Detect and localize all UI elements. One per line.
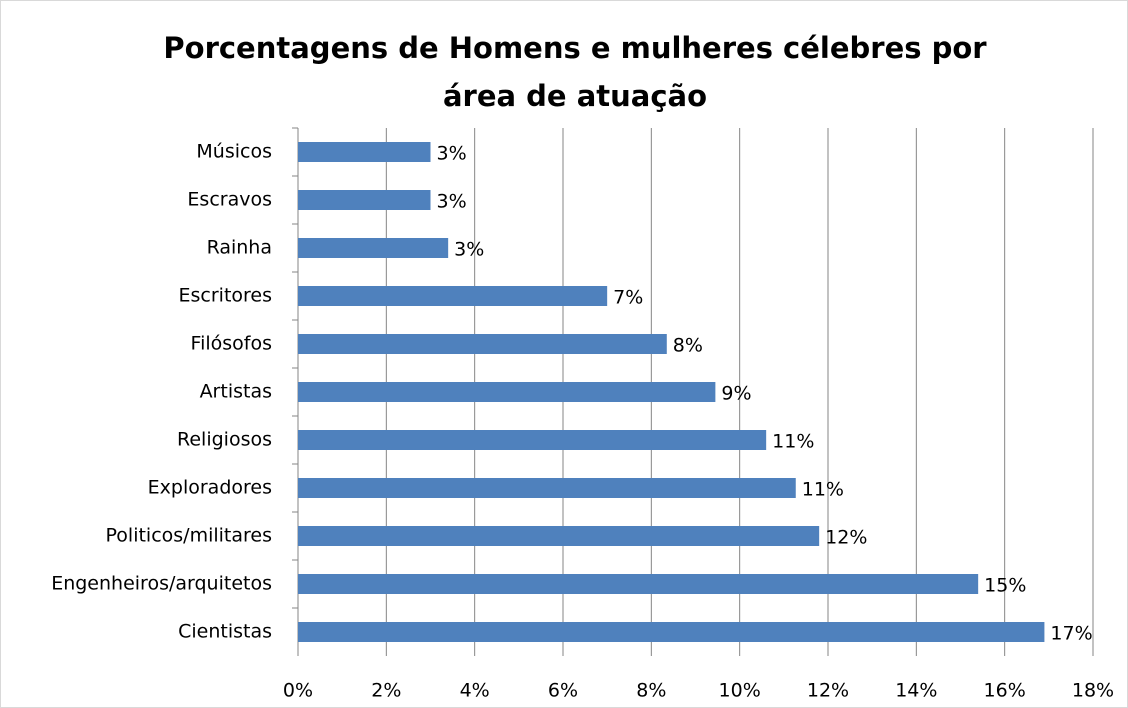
data-label: 3% [454, 239, 484, 261]
x-tick-label: 8% [636, 680, 666, 702]
y-tick-label: Engenheiros/arquitetos [51, 573, 272, 595]
data-label: 11% [772, 431, 814, 453]
x-tick-label: 16% [984, 680, 1026, 702]
x-tick-label: 6% [548, 680, 578, 702]
x-tick-label: 18% [1072, 680, 1114, 702]
bar [298, 574, 979, 594]
bar [298, 334, 667, 354]
y-tick-label: Escravos [187, 189, 272, 211]
y-tick-label: Rainha [207, 237, 272, 259]
data-label: 9% [721, 383, 751, 405]
data-label: 7% [613, 287, 643, 309]
data-label: 12% [825, 527, 867, 549]
bar [298, 430, 767, 450]
x-tick-label: 12% [807, 680, 849, 702]
y-tick-label: Escritores [179, 285, 273, 307]
bar [298, 526, 820, 546]
y-tick-label: Músicos [196, 141, 272, 163]
data-label: 17% [1050, 623, 1092, 645]
x-tick-label: 10% [719, 680, 761, 702]
y-tick-label: Politicos/militares [106, 525, 272, 547]
y-tick-label: Cientistas [178, 621, 272, 643]
x-tick-label: 14% [895, 680, 937, 702]
y-tick-label: Filósofos [191, 333, 272, 355]
x-tick-label: 0% [283, 680, 313, 702]
data-label: 11% [802, 479, 844, 501]
data-label: 3% [437, 191, 467, 213]
x-tick-label: 4% [460, 680, 490, 702]
y-tick-label: Artistas [200, 381, 272, 403]
x-tick-label: 2% [371, 680, 401, 702]
y-tick-label: Religiosos [177, 429, 272, 451]
data-label: 15% [984, 575, 1026, 597]
bar [298, 382, 716, 402]
bar [298, 286, 608, 306]
y-tick-label: Exploradores [148, 477, 272, 499]
data-label: 3% [437, 143, 467, 165]
bar [298, 142, 431, 162]
chart-title: Porcentagens de Homens e mulheres célebr… [163, 31, 987, 113]
bar [298, 238, 449, 258]
bar [298, 622, 1045, 642]
data-label: 8% [673, 335, 703, 357]
bar [298, 190, 431, 210]
bar [298, 478, 796, 498]
